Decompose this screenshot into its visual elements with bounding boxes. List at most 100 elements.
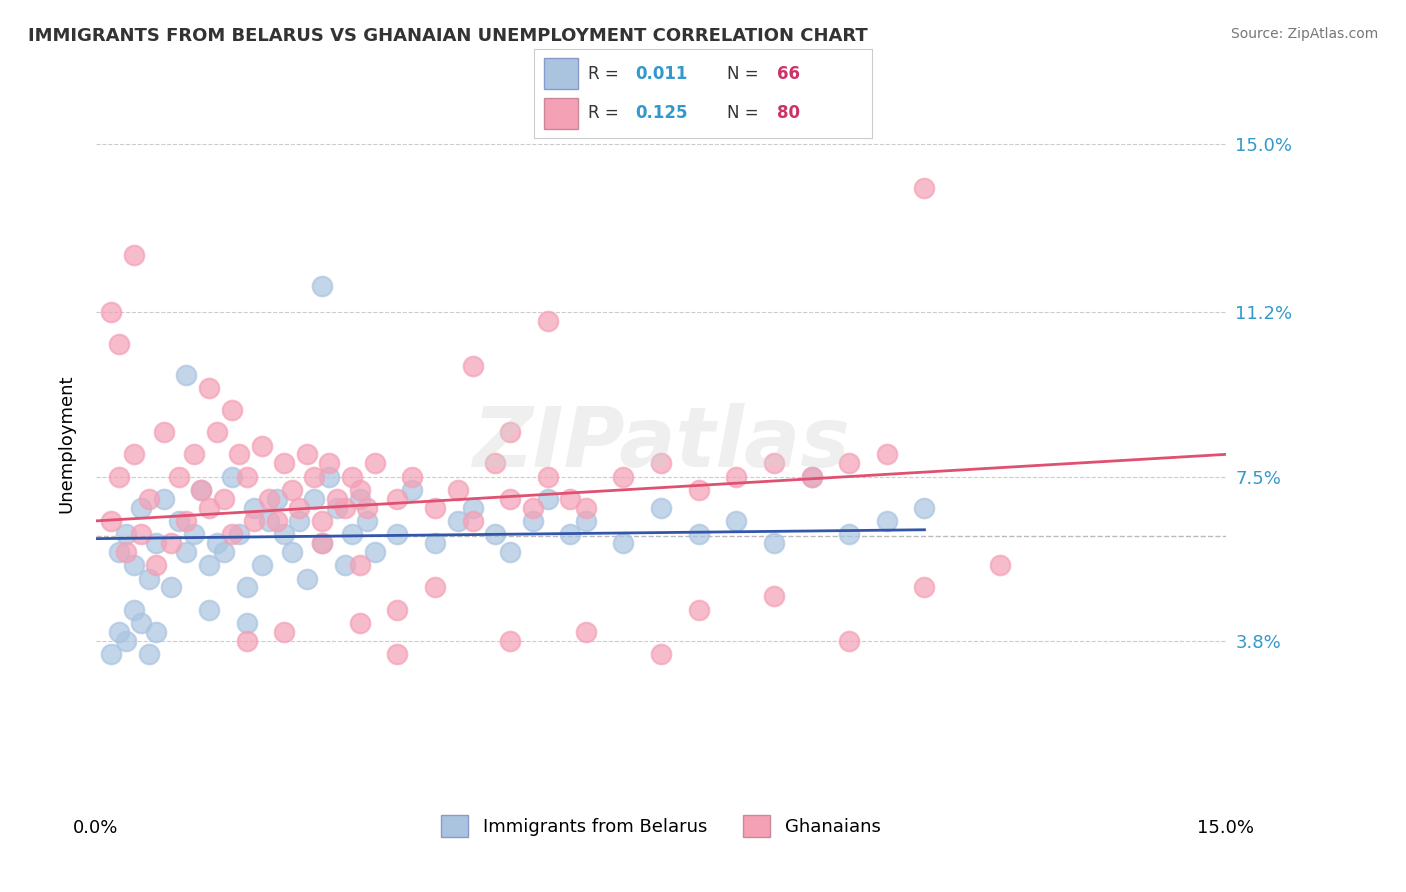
- Point: [311, 536, 333, 550]
- Text: ZIPatlas: ZIPatlas: [472, 403, 849, 483]
- Point: [387, 647, 409, 661]
- Point: [401, 469, 423, 483]
- Point: [387, 602, 409, 616]
- Point: [167, 514, 190, 528]
- Point: [363, 545, 385, 559]
- Point: [100, 647, 122, 661]
- Point: [281, 483, 304, 497]
- Point: [107, 469, 129, 483]
- Point: [340, 527, 363, 541]
- Point: [522, 514, 544, 528]
- Point: [221, 469, 243, 483]
- Point: [762, 456, 785, 470]
- Y-axis label: Unemployment: Unemployment: [58, 374, 75, 513]
- Point: [356, 500, 378, 515]
- Point: [484, 527, 506, 541]
- Text: Source: ZipAtlas.com: Source: ZipAtlas.com: [1230, 27, 1378, 41]
- Point: [326, 491, 349, 506]
- Point: [228, 527, 250, 541]
- Point: [176, 545, 198, 559]
- Legend: Immigrants from Belarus, Ghanaians: Immigrants from Belarus, Ghanaians: [434, 807, 887, 844]
- Point: [273, 456, 295, 470]
- Point: [129, 615, 152, 630]
- Point: [107, 545, 129, 559]
- Point: [688, 483, 710, 497]
- Point: [318, 456, 340, 470]
- Point: [499, 491, 522, 506]
- Point: [333, 558, 356, 573]
- Point: [988, 558, 1011, 573]
- Point: [198, 500, 221, 515]
- Point: [838, 633, 860, 648]
- Point: [167, 469, 190, 483]
- Point: [205, 536, 228, 550]
- Point: [762, 536, 785, 550]
- Point: [423, 500, 446, 515]
- Point: [281, 545, 304, 559]
- Point: [340, 469, 363, 483]
- Point: [612, 469, 634, 483]
- Text: N =: N =: [727, 65, 763, 83]
- Point: [235, 615, 257, 630]
- Point: [537, 469, 560, 483]
- Point: [363, 456, 385, 470]
- Point: [484, 456, 506, 470]
- Point: [349, 615, 371, 630]
- Point: [914, 581, 936, 595]
- Text: R =: R =: [588, 104, 624, 122]
- Point: [257, 514, 280, 528]
- Point: [762, 589, 785, 603]
- Point: [273, 624, 295, 639]
- Point: [235, 469, 257, 483]
- Point: [107, 336, 129, 351]
- Point: [198, 602, 221, 616]
- Point: [650, 456, 672, 470]
- Bar: [544, 58, 578, 89]
- Point: [612, 536, 634, 550]
- Point: [311, 278, 333, 293]
- Point: [235, 633, 257, 648]
- Point: [160, 536, 183, 550]
- Point: [152, 425, 174, 440]
- Point: [650, 500, 672, 515]
- Point: [145, 624, 167, 639]
- Point: [257, 491, 280, 506]
- Point: [115, 633, 138, 648]
- Point: [838, 527, 860, 541]
- Point: [461, 359, 484, 373]
- Text: 0.125: 0.125: [636, 104, 688, 122]
- Point: [145, 536, 167, 550]
- Point: [243, 514, 266, 528]
- Point: [800, 469, 823, 483]
- Point: [138, 572, 160, 586]
- Text: 80: 80: [778, 104, 800, 122]
- Point: [115, 545, 138, 559]
- Point: [122, 248, 145, 262]
- Point: [446, 514, 468, 528]
- Point: [198, 381, 221, 395]
- Point: [311, 536, 333, 550]
- Point: [138, 647, 160, 661]
- Point: [876, 514, 898, 528]
- Point: [295, 447, 318, 461]
- Point: [318, 469, 340, 483]
- Point: [423, 581, 446, 595]
- Bar: [544, 98, 578, 129]
- Point: [688, 527, 710, 541]
- Text: N =: N =: [727, 104, 763, 122]
- Point: [190, 483, 212, 497]
- Point: [190, 483, 212, 497]
- Point: [145, 558, 167, 573]
- Point: [235, 581, 257, 595]
- Point: [387, 527, 409, 541]
- Point: [499, 633, 522, 648]
- Point: [401, 483, 423, 497]
- Point: [250, 558, 273, 573]
- Point: [129, 527, 152, 541]
- Point: [183, 447, 205, 461]
- Point: [537, 491, 560, 506]
- Point: [522, 500, 544, 515]
- Point: [115, 527, 138, 541]
- Point: [183, 527, 205, 541]
- Point: [650, 647, 672, 661]
